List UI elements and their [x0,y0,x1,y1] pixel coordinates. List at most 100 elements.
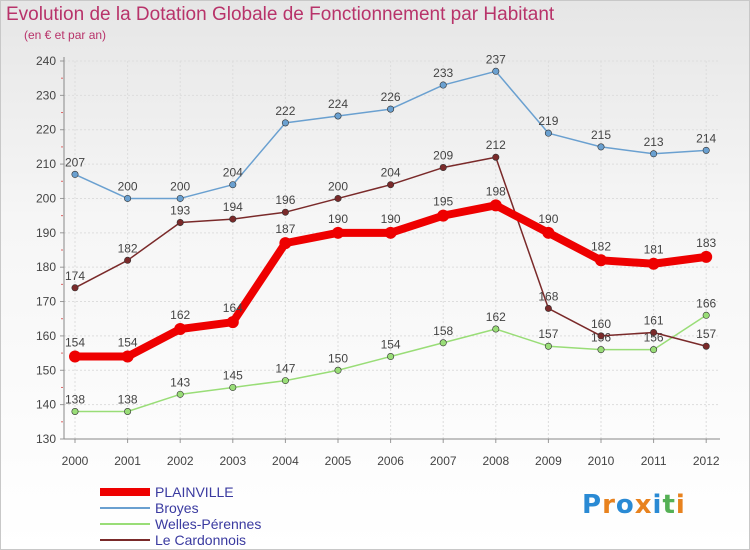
x-tick-label: 2000 [62,454,89,468]
data-label: 157 [696,327,716,341]
data-point [544,304,552,312]
data-label: 213 [644,135,664,149]
data-point [489,199,502,212]
data-point [279,237,292,250]
data-label: 196 [275,193,295,207]
x-tick-label: 2001 [114,454,141,468]
data-point [174,323,187,336]
y-tick-label: 130 [36,432,56,446]
data-point [597,332,605,340]
y-tick-label: 200 [36,191,56,205]
data-label: 164 [223,301,243,315]
data-point [384,226,397,239]
data-point [281,377,289,385]
data-label: 168 [538,289,558,303]
y-tick-label: 230 [36,88,56,102]
y-tick-label: 170 [36,295,56,309]
y-tick-label: 240 [36,54,56,68]
data-point [71,284,79,292]
data-point [439,81,447,89]
data-label: 161 [644,313,664,327]
data-label: 154 [118,336,138,350]
x-tick-label: 2002 [167,454,194,468]
data-label: 215 [591,128,611,142]
data-point [229,181,237,189]
x-tick-label: 2010 [588,454,615,468]
logo-letter: o [615,490,635,520]
data-label: 154 [381,338,401,352]
data-label: 145 [223,368,243,382]
data-point [332,226,344,239]
data-point [597,346,605,354]
data-label: 222 [275,104,295,118]
data-label: 182 [591,239,611,253]
data-point [229,215,237,223]
legend-label-le-cardonnois: Le Cardonnois [155,532,247,548]
legend-swatch-broyes [100,507,150,509]
data-point [334,112,342,120]
data-label: 138 [65,393,85,407]
data-label: 190 [328,212,348,226]
legend-label-plainville: PLAINVILLE [155,484,234,500]
data-point [226,316,239,329]
data-label: 138 [118,393,138,407]
data-label: 160 [591,317,611,331]
data-point [124,194,132,202]
data-label: 158 [433,324,453,338]
data-point [387,181,395,189]
data-point [281,208,289,216]
data-point [334,194,342,202]
x-tick-label: 2004 [272,454,299,468]
legend-label-broyes: Broyes [155,500,199,516]
data-point [387,353,395,361]
data-label: 212 [486,138,506,152]
y-tick-label: 160 [36,329,56,343]
logo-letter: i [675,490,686,520]
data-label: 204 [381,166,401,180]
data-point [334,366,342,374]
y-tick-label: 220 [36,123,56,137]
data-point [439,164,447,172]
data-label: 194 [223,200,243,214]
logo-letter: x [634,490,653,520]
y-tick-label: 210 [36,157,56,171]
logo-letter: P [582,490,603,520]
data-point [124,408,132,416]
data-point [492,325,500,333]
logo-letter: t [662,490,676,520]
x-tick-label: 2009 [535,454,562,468]
data-point [281,119,289,127]
data-point [542,226,555,239]
data-label: 147 [275,362,295,376]
data-label: 195 [433,195,453,209]
data-label: 166 [696,296,716,310]
y-tick-label: 180 [36,260,56,274]
data-point [650,346,658,354]
data-label: 154 [65,336,85,350]
data-point [597,143,605,151]
data-label: 200 [118,179,138,193]
y-tick-label: 150 [36,363,56,377]
data-point [702,146,710,154]
data-point [595,254,607,267]
data-label: 207 [65,155,85,169]
legend-swatch-le-cardonnois [100,539,150,541]
data-point [437,209,450,222]
data-label: 157 [538,327,558,341]
data-point [702,342,710,350]
data-label: 193 [170,204,190,218]
data-point [647,257,660,270]
data-label: 183 [696,236,716,250]
data-label: 181 [644,243,664,257]
data-label: 200 [328,179,348,193]
data-label: 224 [328,97,348,111]
logo-letter: r [602,490,616,520]
proxiti-logo: Proxiti [582,490,686,520]
data-point [544,129,552,137]
data-label: 226 [381,90,401,104]
data-label: 174 [65,269,85,283]
data-label: 209 [433,149,453,163]
data-point [387,105,395,113]
x-tick-label: 2008 [482,454,509,468]
